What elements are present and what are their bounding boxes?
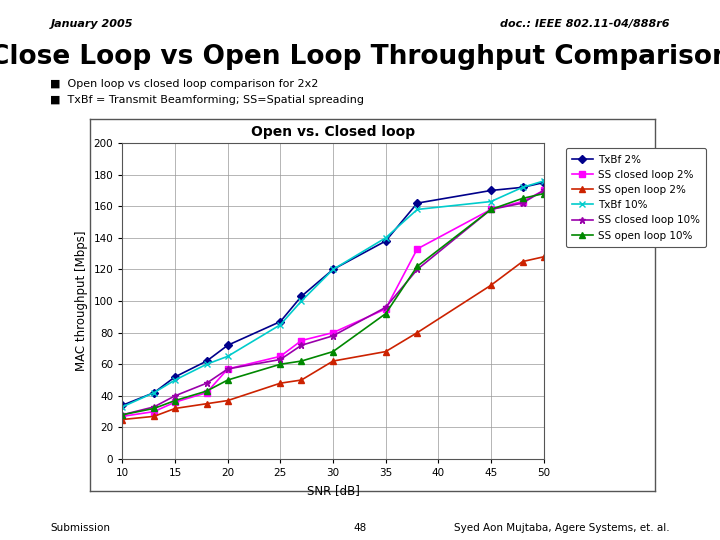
Line: SS open loop 2%: SS open loop 2% [120, 254, 546, 422]
Line: SS closed loop 2%: SS closed loop 2% [120, 188, 546, 419]
Text: ■  Open loop vs closed loop comparison for 2x2: ■ Open loop vs closed loop comparison fo… [50, 79, 319, 89]
TxBf 2% [276, 319, 284, 325]
SS open loop 10% [223, 377, 232, 383]
Text: doc.: IEEE 802.11-04/888r6: doc.: IEEE 802.11-04/888r6 [500, 19, 670, 29]
SS open loop 2% [150, 413, 158, 420]
SS open loop 10% [539, 191, 548, 197]
SS open loop 10% [171, 397, 179, 404]
TxBf 2% [518, 184, 527, 191]
SS open loop 10% [328, 348, 337, 355]
TxBf 2% [202, 358, 211, 365]
TxBf 10% [150, 389, 158, 396]
TxBf 10% [202, 361, 211, 367]
Text: Submission: Submission [50, 523, 110, 533]
SS closed loop 10% [150, 403, 158, 410]
Y-axis label: MAC throughput [Mbps]: MAC throughput [Mbps] [75, 231, 88, 372]
SS closed loop 10% [171, 393, 179, 399]
X-axis label: SNR [dB]: SNR [dB] [307, 484, 359, 497]
SS closed loop 2% [202, 389, 211, 396]
Text: 48: 48 [354, 523, 366, 533]
SS open loop 2% [328, 358, 337, 365]
TxBf 10% [171, 377, 179, 383]
TxBf 10% [276, 321, 284, 328]
Text: January 2005: January 2005 [50, 19, 133, 29]
SS open loop 10% [150, 405, 158, 411]
SS open loop 10% [202, 388, 211, 394]
Legend: TxBf 2%, SS closed loop 2%, SS open loop 2%, TxBf 10%, SS closed loop 10%, SS op: TxBf 2%, SS closed loop 2%, SS open loop… [566, 148, 706, 247]
SS closed loop 10% [487, 206, 495, 213]
TxBf 2% [297, 293, 306, 300]
SS closed loop 10% [276, 356, 284, 363]
TxBf 2% [118, 402, 127, 409]
SS closed loop 10% [413, 266, 422, 273]
TxBf 10% [518, 184, 527, 191]
SS closed loop 10% [328, 333, 337, 339]
TxBf 10% [223, 353, 232, 360]
Line: TxBf 10%: TxBf 10% [119, 178, 547, 410]
TxBf 10% [487, 198, 495, 205]
SS open loop 2% [518, 258, 527, 265]
TxBf 10% [297, 298, 306, 304]
SS closed loop 2% [382, 306, 390, 312]
TxBf 2% [171, 374, 179, 380]
SS closed loop 2% [171, 399, 179, 406]
SS open loop 2% [118, 416, 127, 423]
TxBf 2% [413, 200, 422, 206]
SS open loop 2% [202, 401, 211, 407]
SS open loop 10% [382, 310, 390, 317]
Line: TxBf 2%: TxBf 2% [120, 180, 546, 408]
SS closed loop 10% [223, 366, 232, 372]
SS closed loop 2% [118, 413, 127, 420]
SS closed loop 2% [297, 338, 306, 344]
TxBf 10% [413, 206, 422, 213]
Text: Close Loop vs Open Loop Throughput Comparison: Close Loop vs Open Loop Throughput Compa… [0, 44, 720, 70]
SS closed loop 10% [297, 342, 306, 348]
SS closed loop 10% [518, 200, 527, 206]
SS open loop 2% [276, 380, 284, 387]
SS open loop 10% [487, 206, 495, 213]
SS closed loop 2% [518, 198, 527, 205]
SS closed loop 2% [413, 246, 422, 252]
SS closed loop 10% [539, 187, 548, 194]
SS closed loop 2% [487, 206, 495, 213]
Text: Syed Aon Mujtaba, Agere Systems, et. al.: Syed Aon Mujtaba, Agere Systems, et. al. [454, 523, 670, 533]
TxBf 2% [150, 389, 158, 396]
Line: SS open loop 10%: SS open loop 10% [120, 191, 546, 417]
TxBf 2% [487, 187, 495, 194]
SS open loop 2% [171, 405, 179, 411]
SS open loop 10% [413, 263, 422, 269]
Line: SS closed loop 10%: SS closed loop 10% [119, 187, 547, 418]
SS open loop 2% [297, 377, 306, 383]
TxBf 2% [382, 238, 390, 244]
TxBf 10% [118, 403, 127, 410]
TxBf 2% [328, 266, 337, 273]
SS open loop 2% [413, 329, 422, 336]
SS closed loop 2% [223, 366, 232, 372]
SS closed loop 10% [118, 411, 127, 418]
SS closed loop 10% [202, 380, 211, 387]
SS closed loop 10% [382, 304, 390, 310]
Title: Open vs. Closed loop: Open vs. Closed loop [251, 125, 415, 139]
SS closed loop 2% [276, 353, 284, 360]
SS open loop 10% [276, 361, 284, 367]
SS open loop 2% [223, 397, 232, 404]
TxBf 10% [382, 234, 390, 241]
SS open loop 10% [518, 195, 527, 201]
SS open loop 2% [487, 282, 495, 288]
TxBf 2% [223, 342, 232, 348]
SS open loop 10% [297, 358, 306, 365]
SS open loop 2% [382, 348, 390, 355]
TxBf 2% [539, 179, 548, 186]
SS open loop 2% [539, 254, 548, 260]
SS closed loop 2% [328, 329, 337, 336]
TxBf 10% [539, 178, 548, 184]
SS closed loop 2% [150, 408, 158, 415]
Text: ■  TxBf = Transmit Beamforming; SS=Spatial spreading: ■ TxBf = Transmit Beamforming; SS=Spatia… [50, 95, 364, 105]
SS open loop 10% [118, 411, 127, 418]
TxBf 10% [328, 266, 337, 273]
SS closed loop 2% [539, 187, 548, 194]
